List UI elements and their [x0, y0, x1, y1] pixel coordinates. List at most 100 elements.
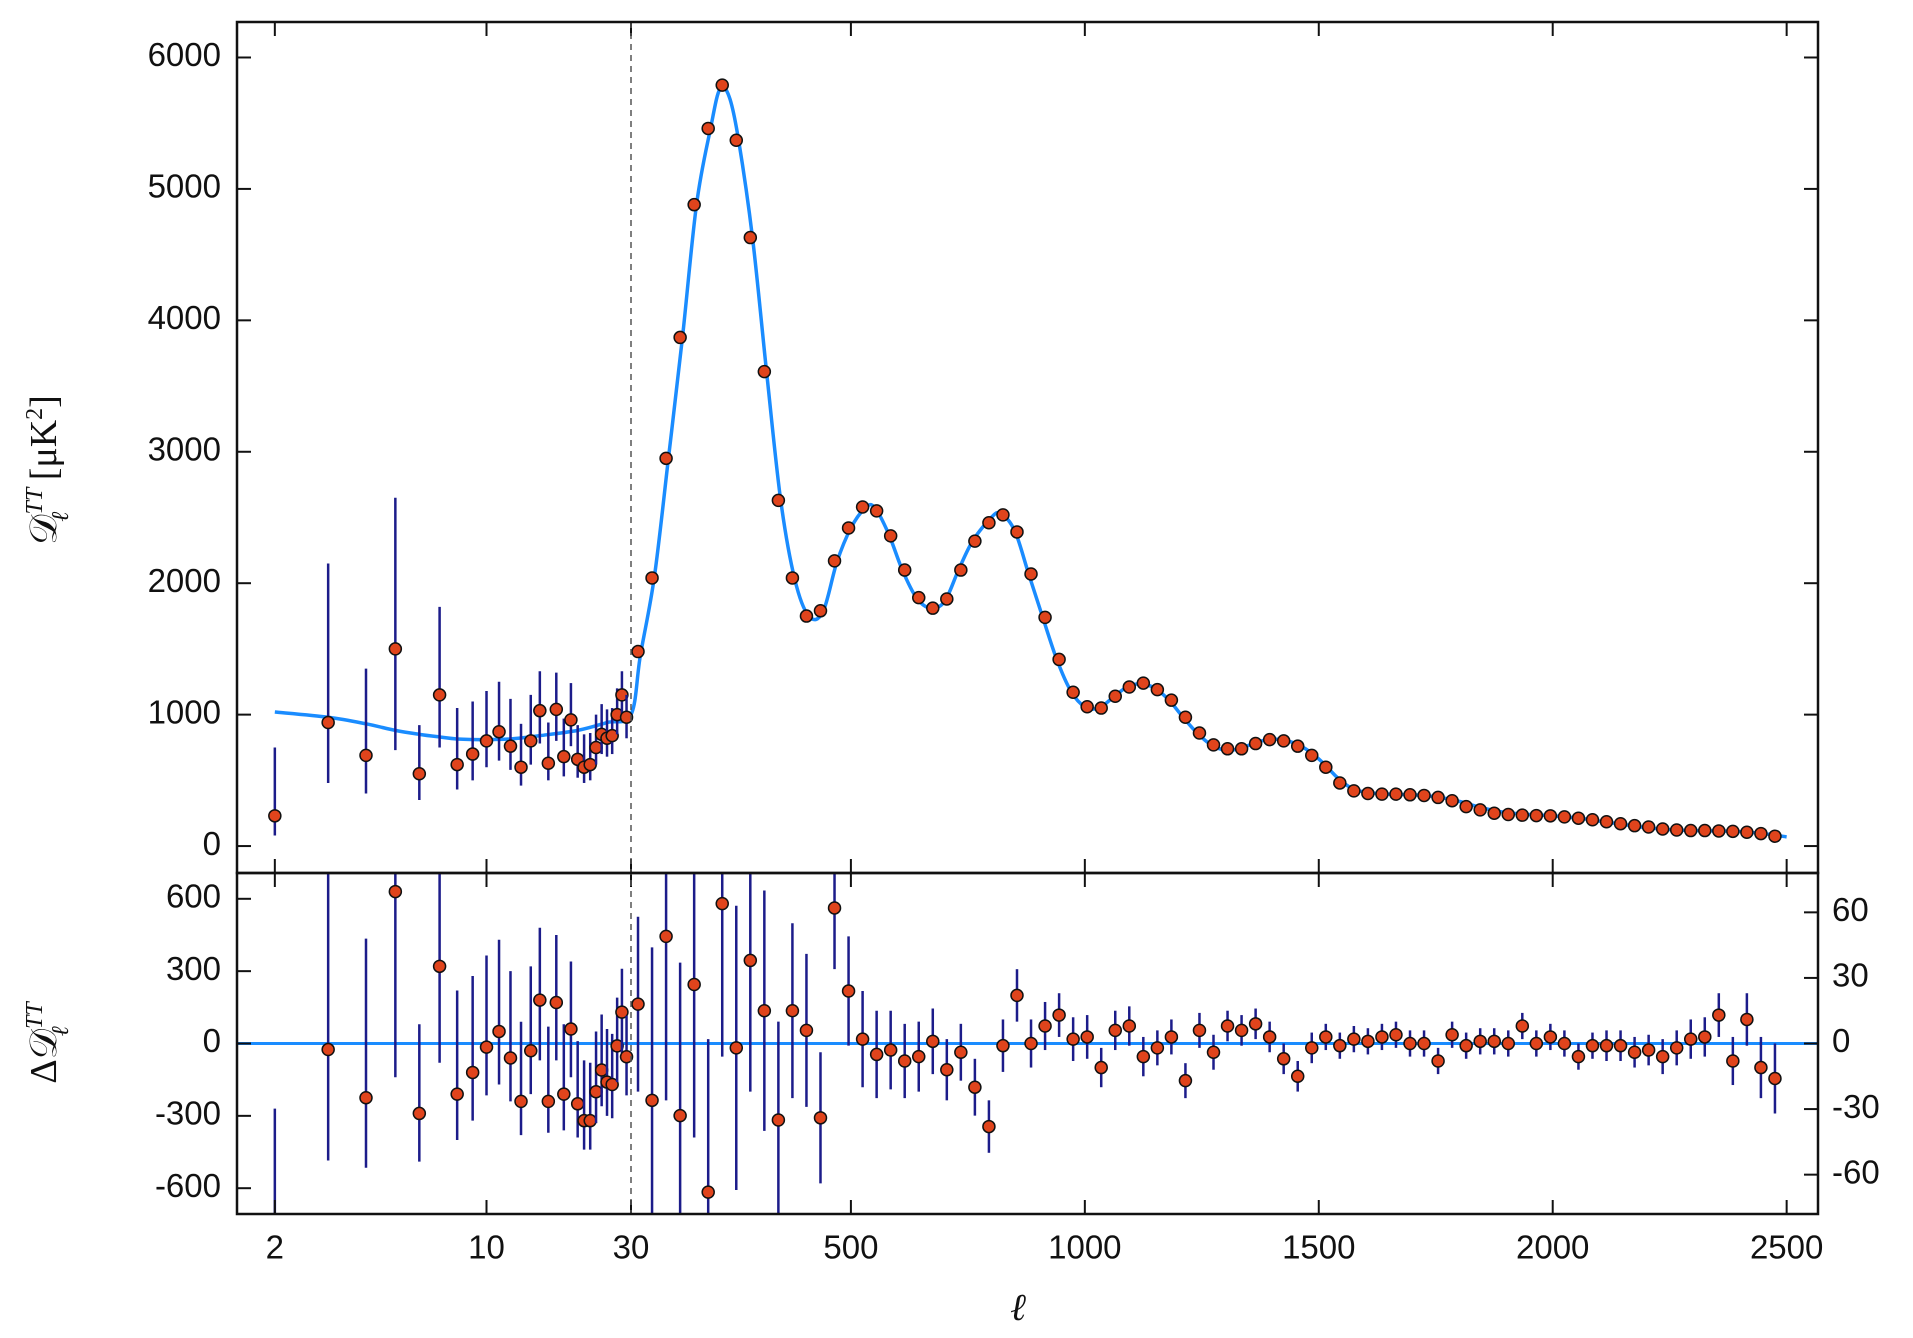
residual-point [1403, 1036, 1417, 1051]
residual-point [503, 1051, 518, 1065]
label-part: Δ𝒟 [23, 1028, 65, 1083]
data-point [1613, 816, 1628, 831]
residual-point [1080, 1030, 1094, 1044]
y-tick-label: 0 [203, 1022, 221, 1059]
data-point [1641, 820, 1656, 834]
data-point [1529, 808, 1544, 823]
label-part: TT [22, 1001, 48, 1029]
residual-point [1599, 1038, 1614, 1053]
bottom-frame [235, 871, 1820, 1216]
data-point [940, 592, 954, 606]
residual-point [1557, 1036, 1572, 1051]
data-point [1094, 701, 1108, 715]
data-point [1080, 699, 1094, 714]
label-part: ℓ [48, 1026, 74, 1036]
data-point [503, 739, 518, 753]
residual-point [1108, 1023, 1123, 1038]
data-point [1515, 808, 1530, 822]
data-point [450, 757, 464, 772]
residual-point [1501, 1036, 1516, 1051]
residual-point [982, 1119, 996, 1134]
data-point [1627, 818, 1642, 833]
residual-point [1262, 1030, 1277, 1044]
data-point [785, 571, 800, 585]
data-point [1473, 803, 1487, 817]
data-point [1417, 788, 1431, 803]
data-point [1726, 824, 1740, 839]
bottom-plot [237, 873, 1818, 1214]
residual-point [1192, 1023, 1207, 1038]
residual-point [1571, 1049, 1586, 1064]
residual-point [645, 1093, 659, 1108]
data-point [855, 500, 870, 514]
residual-point [1010, 988, 1024, 1003]
data-point [631, 644, 645, 659]
residual-point [1487, 1034, 1501, 1049]
residual-point [1768, 1071, 1782, 1086]
data-point [1333, 776, 1347, 790]
residual-point [1038, 1019, 1052, 1033]
residual-point [1150, 1041, 1165, 1055]
residual-point [1220, 1019, 1235, 1033]
residual-point [940, 1062, 954, 1077]
data-point [1206, 738, 1221, 752]
data-point [1122, 680, 1137, 694]
data-point [465, 747, 480, 761]
residual-point [549, 995, 564, 1010]
residual-point [533, 993, 547, 1007]
residual-point [785, 1003, 800, 1018]
data-point [1220, 742, 1235, 756]
data-point [645, 571, 659, 585]
residual-point [926, 1034, 940, 1049]
y-tick-label: 300 [166, 950, 221, 987]
label-part: ] [23, 395, 65, 408]
data-point [1276, 734, 1291, 748]
data-point [524, 734, 538, 748]
data-point [615, 688, 629, 702]
residual-point [570, 1097, 585, 1111]
data-point [412, 767, 427, 781]
residual-point [492, 1024, 506, 1039]
label-part: TT [22, 486, 48, 514]
data-point [1361, 786, 1375, 801]
data-point [541, 756, 556, 771]
data-point [757, 364, 772, 379]
residual-point [954, 1045, 968, 1059]
data-point [268, 809, 282, 823]
data-point [432, 688, 447, 702]
residual-point [743, 953, 758, 968]
top-plot [268, 78, 1787, 843]
residual-point [1655, 1049, 1670, 1064]
data-point [549, 702, 564, 717]
residual-point [1136, 1049, 1151, 1064]
data-point [1136, 676, 1151, 690]
residual-point [1122, 1019, 1137, 1033]
residual-point [432, 959, 447, 974]
residual-point [996, 1038, 1010, 1053]
residual-point [687, 977, 701, 992]
label-part: 2 [22, 408, 48, 420]
data-point [321, 715, 335, 730]
residual-point [321, 1042, 335, 1057]
x-tick-label: 2 [266, 1229, 284, 1266]
residual-point [479, 1040, 494, 1054]
data-point [1262, 732, 1277, 747]
data-point [1038, 610, 1052, 625]
y2-tick-label: 0 [1832, 1022, 1850, 1059]
residual-point [615, 1005, 629, 1019]
x-tick-label: 2500 [1750, 1229, 1823, 1266]
data-point [1459, 799, 1473, 814]
data-point [1375, 787, 1389, 801]
data-point [1655, 822, 1670, 836]
y-tick-label: 0 [203, 825, 221, 862]
data-point [1319, 760, 1333, 774]
residual-point [883, 1043, 898, 1057]
residual-point [729, 1041, 744, 1055]
data-point [799, 609, 814, 623]
top-y-axis-label: 𝒟TTℓ [μK2] [22, 395, 74, 545]
data-point [869, 504, 884, 518]
data-point [533, 703, 547, 718]
residual-point [1206, 1045, 1221, 1059]
